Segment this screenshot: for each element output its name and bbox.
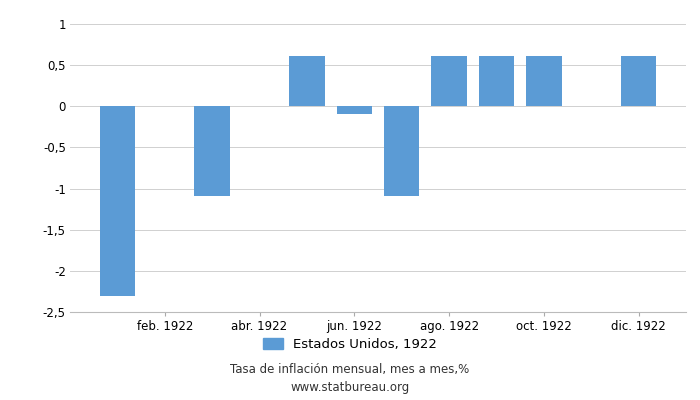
Bar [337, 106, 372, 114]
Bar [621, 56, 657, 106]
Bar [99, 106, 135, 296]
Bar [195, 106, 230, 196]
Text: Tasa de inflación mensual, mes a mes,%: Tasa de inflación mensual, mes a mes,% [230, 364, 470, 376]
Bar [384, 106, 419, 196]
Bar [526, 56, 561, 106]
Bar [479, 56, 514, 106]
Text: www.statbureau.org: www.statbureau.org [290, 382, 410, 394]
Bar [289, 56, 325, 106]
Bar [431, 56, 467, 106]
Legend: Estados Unidos, 1922: Estados Unidos, 1922 [258, 332, 442, 356]
